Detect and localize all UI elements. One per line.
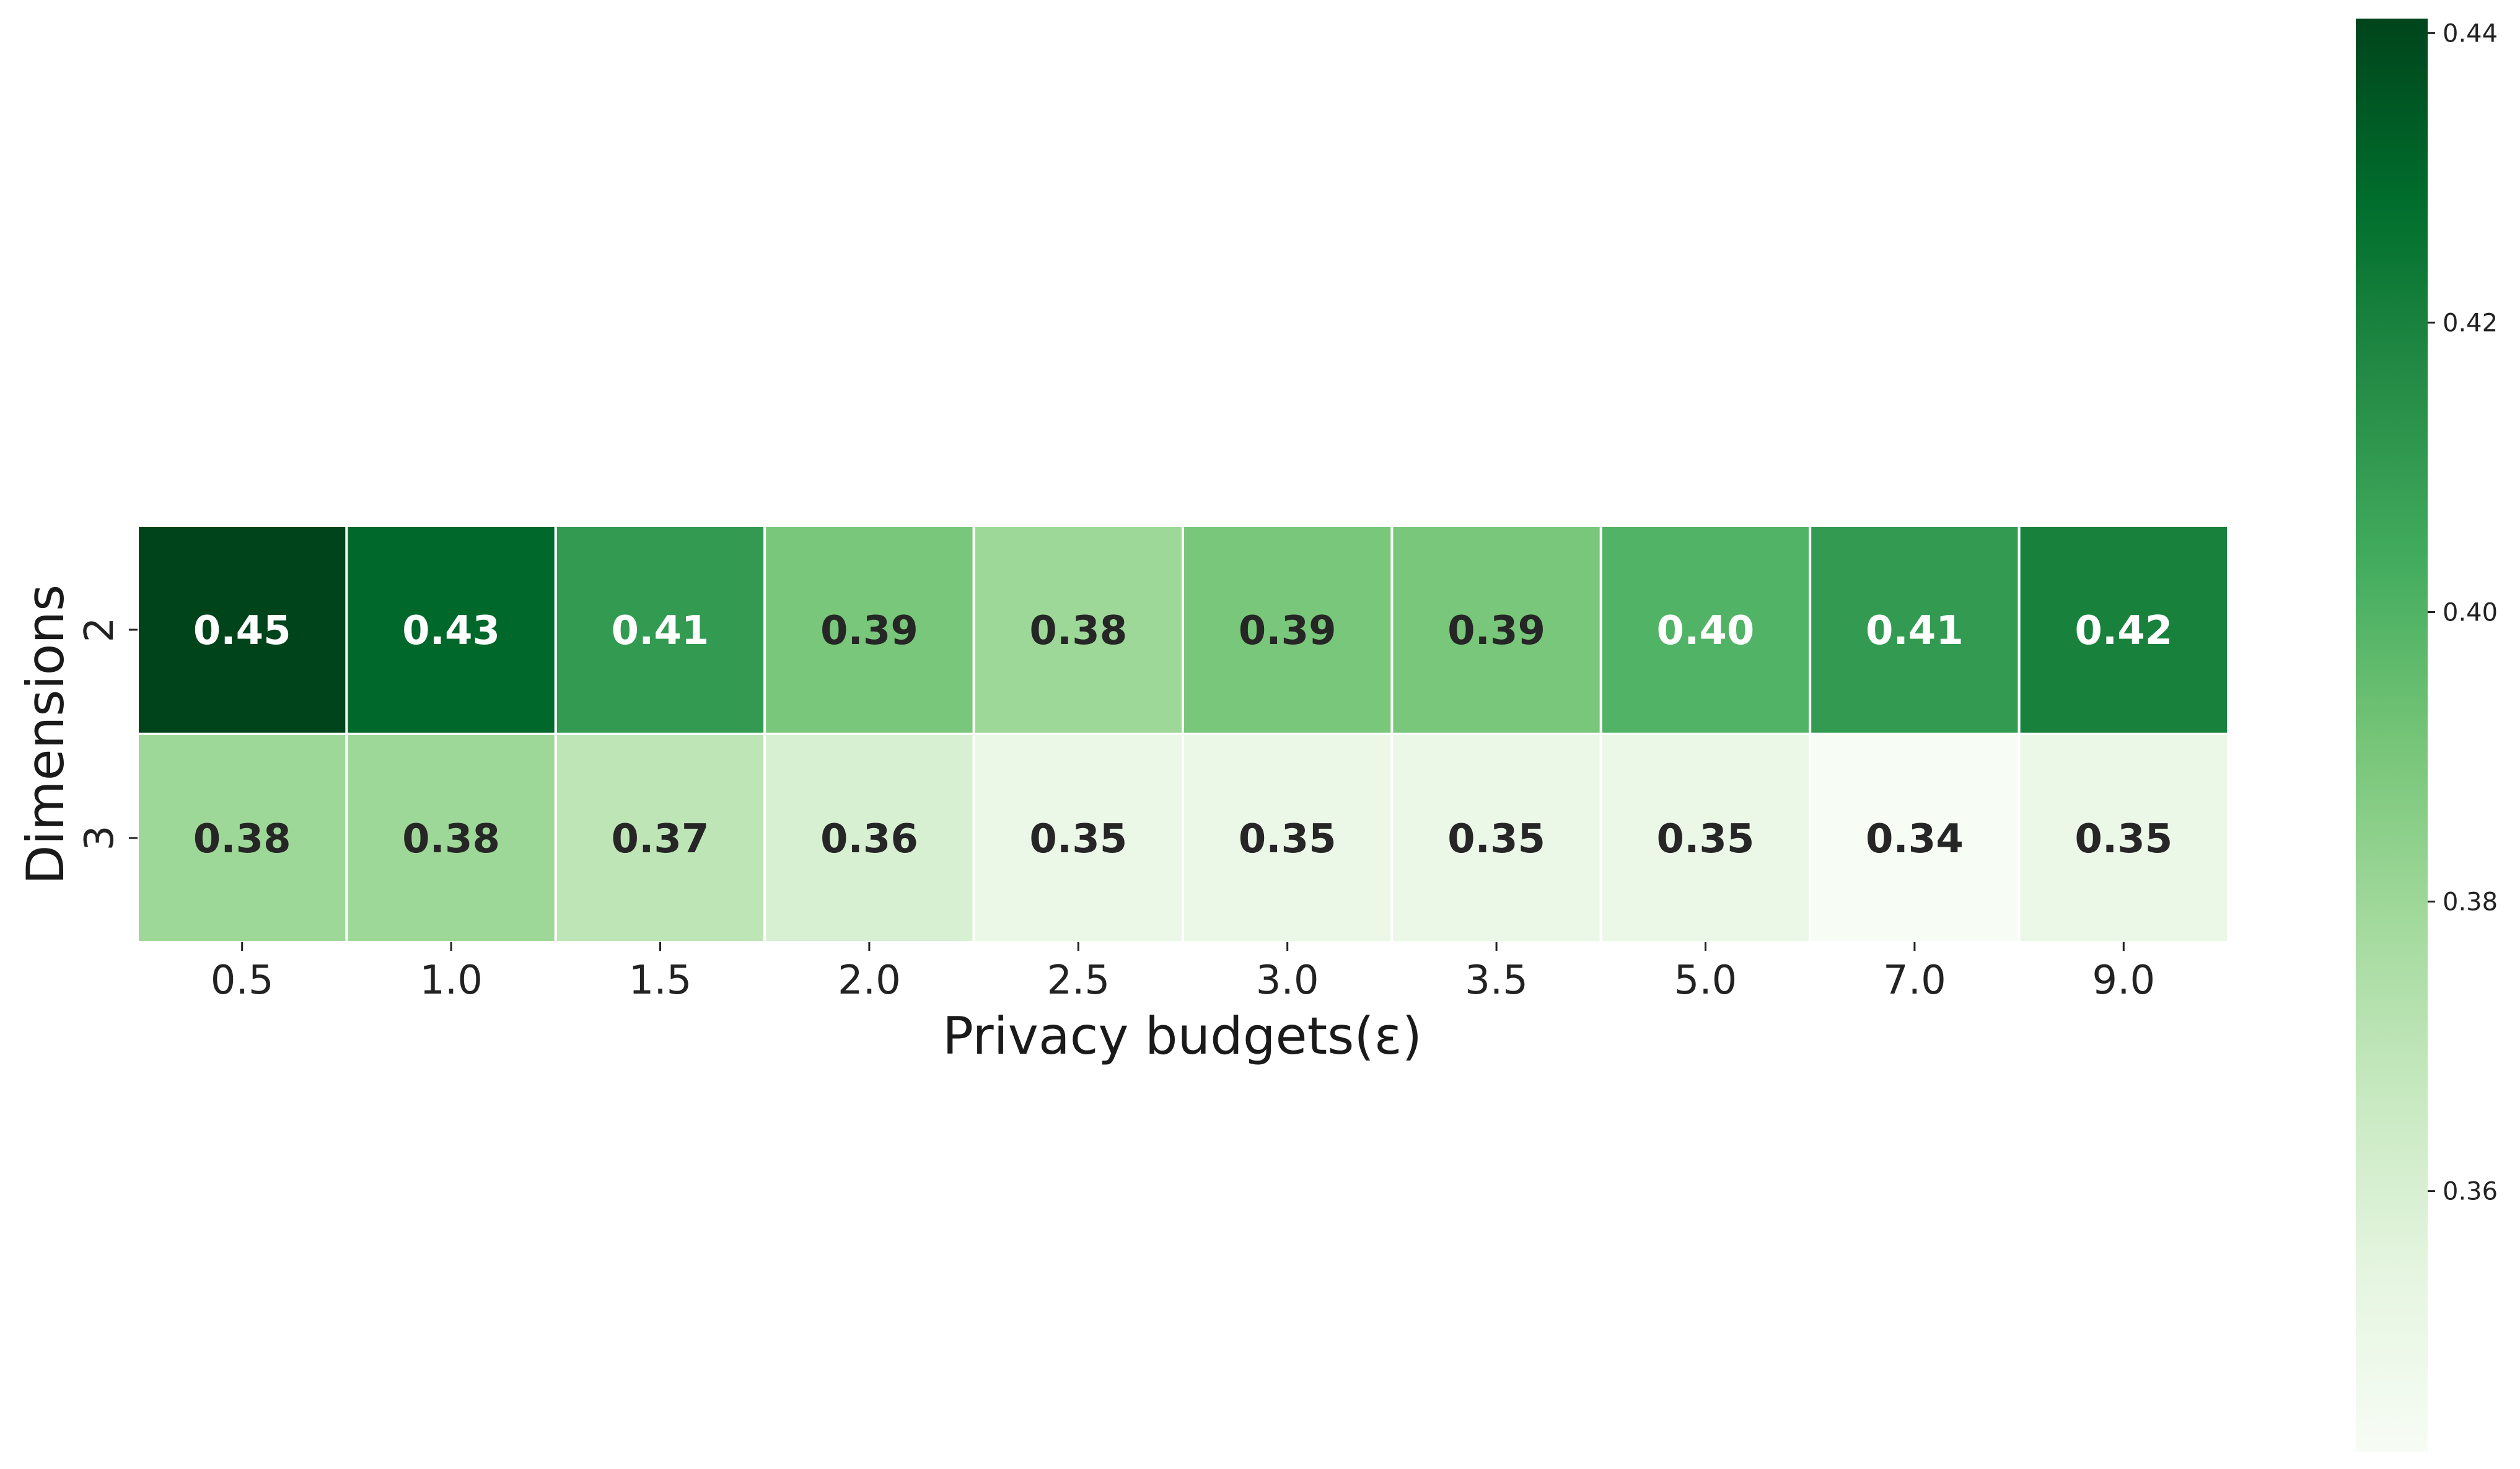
- heatmap-cell: [763, 524, 975, 735]
- colorbar-tick-label: 0.42: [2443, 309, 2498, 337]
- heatmap-cells: 0.45 0.43 0.41 0.39 0.38 0.39 0.39 0.40 0.41 0.42…: [136, 524, 2230, 943]
- cell-value-label: 0.39: [1239, 608, 1337, 654]
- x-tick-label: 0.5: [211, 958, 274, 1004]
- cell-value-label: 0.34: [1866, 816, 1964, 862]
- cell-value-label: 0.38: [1029, 608, 1127, 654]
- y-axis-label: Dimensions: [15, 585, 76, 884]
- cell-value-label: 0.35: [2074, 816, 2172, 862]
- cell-value-label: 0.42: [2074, 608, 2172, 654]
- cell-value-label: 0.41: [1866, 608, 1964, 654]
- heatmap-cell: [1182, 733, 1394, 943]
- cell-value-label: 0.38: [193, 816, 291, 862]
- colorbar-gradient: [2356, 19, 2428, 1452]
- cell-value-label: 0.35: [1239, 816, 1337, 862]
- x-axis-ticks: 0.5 1.0 1.5 2.0 2.5 3.0 3.5 5.0 7.0 9.0: [211, 942, 2155, 1004]
- x-axis-label: Privacy budgets(ε): [942, 1006, 1422, 1066]
- colorbar-tick-label: 0.36: [2443, 1178, 2498, 1206]
- cell-value-label: 0.40: [1657, 608, 1755, 654]
- heatmap-cell: [2017, 524, 2230, 735]
- cell-value-label: 0.43: [402, 608, 500, 654]
- heatmap-cell: [136, 524, 348, 735]
- cell-value-label: 0.39: [1447, 608, 1545, 654]
- x-tick-label: 5.0: [1674, 958, 1737, 1004]
- cell-value-label: 0.39: [820, 608, 918, 654]
- heatmap-cell: [1809, 733, 2021, 943]
- x-tick-label: 2.5: [1047, 958, 1110, 1004]
- cell-value-label: 0.41: [612, 608, 709, 654]
- heatmap-cell: [1390, 733, 1602, 943]
- heatmap-cell: [554, 524, 766, 735]
- heatmap-cell: [1599, 524, 1812, 735]
- x-tick-label: 3.5: [1465, 958, 1528, 1004]
- cell-value-label: 0.35: [1447, 816, 1545, 862]
- cell-value-label: 0.45: [193, 608, 291, 654]
- x-tick-label: 7.0: [1883, 958, 1946, 1004]
- colorbar-tick-label: 0.40: [2443, 598, 2498, 627]
- colorbar-ticks: 0.36 0.38 0.40 0.42 0.44: [2428, 19, 2498, 1206]
- heatmap-cell: [554, 733, 766, 943]
- x-tick-label: 2.0: [838, 958, 901, 1004]
- heatmap-cell: [1182, 524, 1394, 735]
- cell-value-label: 0.38: [402, 816, 500, 862]
- x-tick-label: 9.0: [2092, 958, 2155, 1004]
- y-axis-ticks: 23: [77, 617, 138, 851]
- cell-value-label: 0.36: [820, 816, 918, 862]
- x-tick-label: 1.5: [629, 958, 692, 1004]
- x-tick-label: 1.0: [419, 958, 483, 1004]
- y-tick-label: 3: [77, 826, 123, 851]
- cell-value-label: 0.35: [1657, 816, 1755, 862]
- cell-value-label: 0.37: [612, 816, 709, 862]
- heatmap-cell: [2017, 733, 2230, 943]
- heatmap-cell: [972, 524, 1184, 735]
- colorbar-tick-label: 0.38: [2443, 888, 2498, 917]
- cell-value-label: 0.35: [1029, 816, 1127, 862]
- x-tick-label: 3.0: [1256, 958, 1319, 1004]
- heatmap-cell: [345, 524, 557, 735]
- heatmap-cell: [345, 733, 557, 943]
- y-tick-label: 2: [77, 617, 123, 643]
- heatmap-cell: [1599, 733, 1812, 943]
- heatmap-cell: [763, 733, 975, 943]
- colorbar-tick-label: 0.44: [2443, 19, 2498, 48]
- colorbar: 0.36 0.38 0.40 0.42 0.44: [2356, 19, 2498, 1452]
